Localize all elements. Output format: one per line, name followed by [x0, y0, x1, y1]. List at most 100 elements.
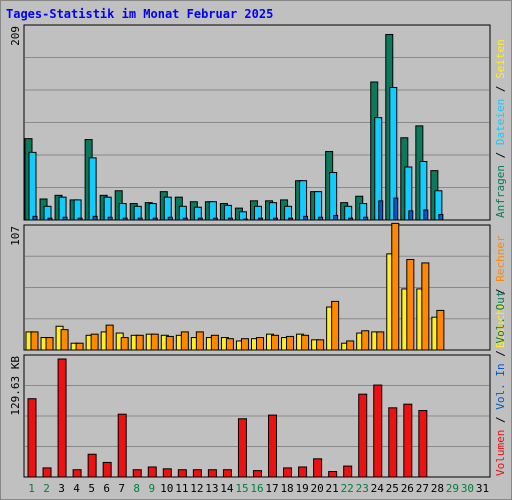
bar-seiten	[273, 217, 279, 221]
bar-seiten	[438, 214, 444, 221]
x-tick-label: 14	[220, 482, 234, 495]
x-tick-label: 7	[118, 482, 125, 495]
bar-seiten	[122, 217, 128, 221]
bar-volumen	[192, 469, 202, 478]
x-tick-label: 2	[43, 482, 50, 495]
bar-volumen	[207, 469, 217, 478]
legend-top: Anfragen / Dateien / Seiten	[494, 39, 507, 218]
bar-seiten	[62, 216, 68, 221]
x-tick-label: 6	[103, 482, 110, 495]
x-tick-label: 28	[431, 482, 444, 495]
bar-volumen	[358, 393, 368, 478]
bar-rechner	[361, 330, 370, 351]
bar-rechner	[150, 333, 159, 351]
ymax-label-top: 209	[9, 26, 22, 46]
bar-seiten	[92, 215, 98, 221]
bar-rechner	[240, 338, 249, 351]
bar-rechner	[165, 335, 174, 351]
ymax-label-middle: 107	[9, 226, 22, 246]
bar-dateien	[329, 171, 338, 221]
bar-dateien	[208, 201, 217, 221]
x-tick-label: 11	[175, 482, 188, 495]
bar-rechner	[286, 335, 295, 351]
x-tick-label: 16	[250, 482, 263, 495]
legend-middle: Besuche / Rechner	[494, 235, 507, 348]
x-tick-label: 17	[265, 482, 278, 495]
legend-volumen: Volumen	[494, 430, 507, 476]
bar-volumen	[298, 466, 308, 478]
bar-rechner	[90, 333, 99, 351]
bar-rechner	[105, 324, 114, 351]
bar-seiten	[393, 197, 399, 221]
bar-rechner	[225, 338, 234, 351]
bar-rechner	[331, 300, 340, 351]
legend-separator: /	[494, 145, 507, 165]
bar-rechner	[30, 331, 39, 351]
x-tick-label: 15	[235, 482, 248, 495]
bar-volumen	[72, 469, 82, 478]
bar-seiten	[197, 217, 203, 221]
bar-seiten	[227, 217, 233, 221]
x-tick-label: 19	[295, 482, 308, 495]
bar-seiten	[303, 215, 309, 221]
x-tick-label: 12	[190, 482, 203, 495]
x-tick-label: 29	[446, 482, 459, 495]
bar-rechner	[406, 259, 415, 351]
x-tick-label: 24	[371, 482, 385, 495]
bar-dateien	[148, 203, 157, 221]
bar-seiten	[107, 216, 113, 221]
bar-rechner	[255, 337, 264, 351]
bar-volumen	[222, 469, 232, 478]
bar-volumen	[283, 467, 293, 478]
bar-dateien	[88, 157, 97, 221]
x-tick-label: 27	[416, 482, 429, 495]
bar-dateien	[118, 203, 127, 221]
bar-seiten	[242, 218, 248, 221]
bar-seiten	[32, 215, 38, 221]
x-tick-label: 4	[73, 482, 80, 495]
bar-dateien	[28, 151, 37, 221]
bar-volumen	[147, 466, 157, 478]
bar-rechner	[316, 339, 325, 351]
legend-vol-out: Vol. Out	[494, 291, 507, 344]
bar-rechner	[210, 334, 219, 351]
x-tick-label: 23	[356, 482, 369, 495]
bar-volumen	[328, 471, 338, 478]
bar-volumen	[102, 461, 112, 478]
bar-volumen	[132, 469, 142, 478]
legend-anfragen: Anfragen	[494, 165, 507, 218]
bar-rechner	[45, 337, 54, 351]
bar-dateien	[269, 202, 278, 221]
bar-volumen	[57, 358, 67, 478]
x-tick-label: 25	[386, 482, 399, 495]
bar-volumen	[313, 458, 323, 478]
bar-seiten	[47, 217, 53, 221]
bar-volumen	[403, 403, 413, 478]
bar-rechner	[271, 334, 280, 351]
bar-volumen	[418, 410, 428, 478]
bar-rechner	[421, 262, 430, 351]
legend-vol-in: Vol. In	[494, 363, 507, 409]
bar-rechner	[75, 342, 84, 351]
bar-seiten	[77, 217, 83, 221]
x-tick-label: 18	[280, 482, 293, 495]
x-tick-label: 5	[88, 482, 95, 495]
bar-rechner	[346, 340, 355, 351]
bar-dateien	[163, 196, 172, 221]
bar-volumen	[268, 414, 278, 478]
bar-seiten	[182, 217, 188, 221]
legend-separator: /	[494, 79, 507, 99]
bar-seiten	[378, 200, 384, 221]
bar-rechner	[120, 337, 129, 351]
bar-dateien	[73, 199, 82, 221]
bar-dateien	[103, 196, 112, 221]
bar-rechner	[180, 331, 189, 351]
x-tick-label: 3	[58, 482, 65, 495]
legend-dateien: Dateien	[494, 99, 507, 145]
bar-seiten	[167, 216, 173, 221]
x-tick-label: 26	[401, 482, 414, 495]
legend-separator: /	[494, 282, 507, 302]
bar-dateien	[314, 191, 323, 221]
bar-volumen	[87, 453, 97, 478]
